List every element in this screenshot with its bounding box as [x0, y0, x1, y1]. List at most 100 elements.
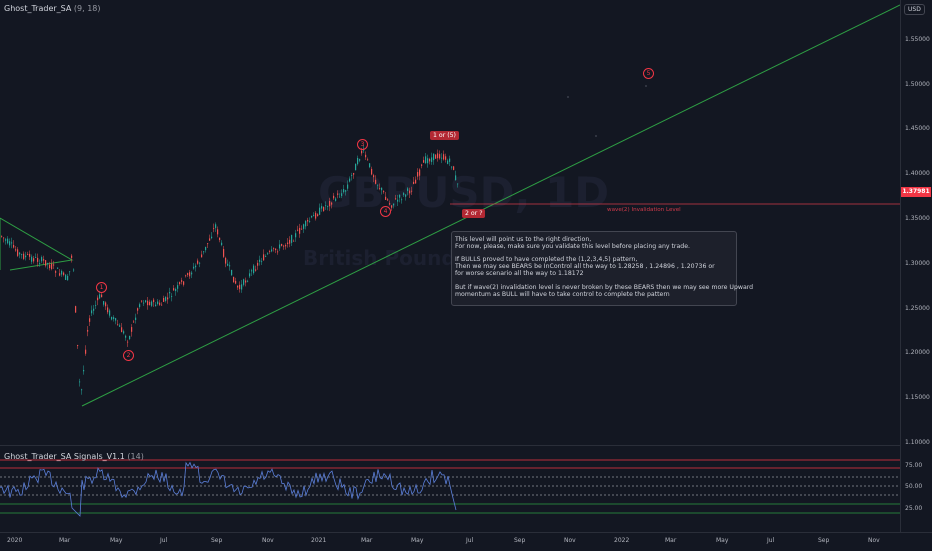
- candle-body: [423, 160, 425, 163]
- candle-body: [351, 175, 353, 176]
- candle-body: [407, 188, 409, 192]
- time-tick: Nov: [868, 537, 880, 544]
- candle-body: [261, 261, 263, 263]
- candle-body: [75, 306, 77, 313]
- currency-button[interactable]: USD: [904, 4, 925, 15]
- time-tick: 2022: [614, 537, 630, 544]
- candle-body: [245, 280, 247, 283]
- candle-body: [427, 158, 429, 164]
- candle-body: [175, 288, 177, 292]
- candle-body: [269, 251, 271, 252]
- candle-body: [451, 166, 453, 168]
- wave-label-2: 2: [123, 350, 134, 361]
- candle-body: [195, 265, 197, 268]
- candle-body: [395, 198, 397, 200]
- pane-separator[interactable]: [0, 445, 900, 446]
- candle-body: [41, 257, 43, 262]
- time-tick: Mar: [665, 537, 677, 544]
- candle-body: [237, 285, 239, 288]
- price-chart-pane[interactable]: GBPUSD, 1D British Pound / U.S. Dollar G…: [0, 0, 900, 445]
- candle-body: [199, 262, 201, 264]
- candle-body: [373, 175, 375, 178]
- candle-body: [227, 263, 229, 266]
- candle-body: [359, 159, 361, 161]
- candle-body: [171, 296, 173, 297]
- triangle-pattern: [0, 217, 74, 271]
- candle-body: [449, 158, 451, 162]
- candle-body: [47, 263, 49, 265]
- candle-body: [431, 157, 433, 162]
- candle-body: [319, 207, 321, 215]
- oscillator-legend[interactable]: Ghost_Trader_SA Signals_V1.1 (14): [4, 452, 144, 461]
- oscillator-pane[interactable]: Ghost_Trader_SA Signals_V1.1 (14): [0, 446, 900, 532]
- price-axis[interactable]: [900, 0, 932, 532]
- candle-body: [131, 327, 133, 332]
- candle-body: [367, 159, 369, 161]
- wave-box-1-or-5: 1 or (5): [430, 131, 459, 140]
- candle-body: [87, 329, 89, 332]
- candle-body: [277, 251, 279, 253]
- candle-body: [191, 272, 193, 275]
- time-tick: May: [411, 537, 424, 544]
- price-tick: 1.30000: [905, 260, 930, 267]
- candle-body: [285, 245, 287, 247]
- candle-body: [321, 206, 323, 209]
- candle-body: [197, 260, 199, 264]
- candle-body: [113, 317, 115, 320]
- time-tick: Jul: [466, 537, 474, 544]
- candle-body: [79, 381, 81, 383]
- candle-body: [287, 242, 289, 245]
- candle-body: [399, 194, 401, 198]
- candle-body: [429, 158, 431, 162]
- candle-body: [415, 179, 417, 184]
- candle-body: [273, 247, 275, 249]
- candle-body: [13, 244, 15, 248]
- candle-body: [1, 235, 3, 237]
- candle-body: [335, 198, 337, 201]
- time-tick: Nov: [564, 537, 576, 544]
- candle-body: [435, 154, 437, 159]
- candle-body: [179, 282, 181, 284]
- time-tick: Sep: [211, 537, 223, 544]
- candle-body: [453, 166, 455, 170]
- candle-body: [69, 271, 71, 273]
- candle-body: [447, 160, 449, 164]
- candle-body: [121, 327, 123, 333]
- candle-body: [291, 235, 293, 243]
- price-tick: 1.55000: [905, 36, 930, 43]
- candle-body: [405, 194, 407, 197]
- price-tick: 1.40000: [905, 170, 930, 177]
- time-axis[interactable]: [0, 532, 932, 551]
- candle-body: [337, 193, 339, 195]
- candle-body: [329, 201, 331, 207]
- candle-body: [63, 272, 65, 275]
- candle-body: [439, 154, 441, 159]
- analysis-note-box: [451, 231, 737, 306]
- candle-body: [43, 259, 45, 261]
- time-tick: May: [110, 537, 123, 544]
- note-line: Then we may see BEARS be InControl all t…: [455, 263, 715, 270]
- candle-body: [443, 154, 445, 160]
- candle-body: [141, 300, 143, 302]
- candle-body: [101, 294, 103, 298]
- candle-body: [365, 154, 367, 158]
- candle-body: [345, 190, 347, 192]
- candle-body: [383, 191, 385, 193]
- candle-body: [243, 279, 245, 285]
- candle-body: [139, 304, 141, 308]
- candlestick-series: [1, 144, 459, 395]
- candle-body: [309, 221, 311, 222]
- candle-body: [73, 269, 75, 271]
- candle-body: [193, 266, 195, 269]
- candle-body: [185, 275, 187, 277]
- candle-body: [209, 238, 211, 241]
- main-indicator-legend[interactable]: Ghost_Trader_SA (9, 18): [4, 4, 101, 13]
- candle-body: [433, 153, 435, 161]
- candle-body: [11, 242, 13, 244]
- osc-tick: 75.00: [905, 462, 923, 469]
- note-line: for worse scenario all the way to 1.1817…: [455, 270, 584, 277]
- candle-body: [25, 255, 27, 258]
- time-tick: Sep: [818, 537, 830, 544]
- candle-body: [95, 304, 97, 306]
- candle-body: [317, 214, 319, 216]
